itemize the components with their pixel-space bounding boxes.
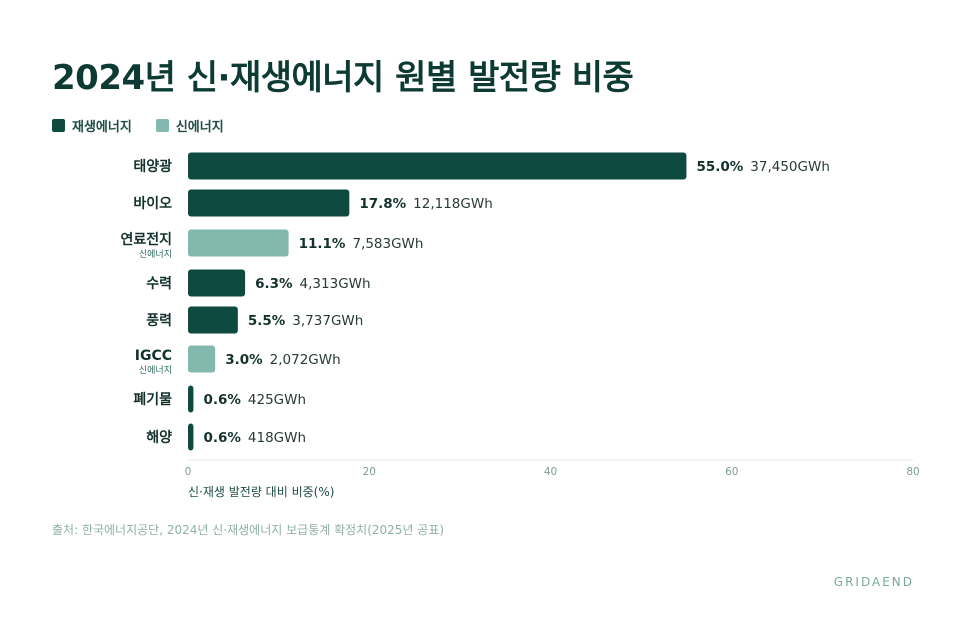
bar [188, 385, 194, 413]
legend-item-renewable: 재생에너지 [52, 116, 132, 135]
x-tick-label: 40 [544, 466, 557, 478]
category-sublabel: 신에너지 [139, 249, 172, 260]
brand-logo-text: GRIDAEND [833, 575, 914, 589]
x-axis-label: 신·재생 발전량 대비 비중(%) [188, 485, 334, 499]
category-label: IGCC [135, 348, 172, 364]
legend-swatch-new [155, 119, 169, 132]
data-label: 0.6% 418GWh [203, 430, 306, 446]
bar [188, 306, 238, 334]
category-label: 연료전지 [120, 231, 172, 248]
bar [188, 423, 194, 451]
chart-title: 2024년 신·재생에너지 원별 발전량 비중 [52, 58, 634, 98]
legend-item-new: 신에너지 [155, 116, 224, 135]
x-tick-label: 60 [725, 466, 738, 478]
bar [188, 152, 687, 180]
data-label: 5.5% 3,737GWh [248, 313, 363, 329]
bar [188, 189, 350, 217]
x-tick-label: 0 [185, 466, 192, 478]
data-label: 3.0% 2,072GWh [225, 352, 340, 368]
x-tick-label: 80 [906, 466, 919, 478]
category-label: 폐기물 [133, 392, 172, 408]
source-note: 출처: 한국에너지공단, 2024년 신·재생에너지 보급통계 확정치(2025… [52, 523, 445, 537]
category-label: 태양광 [133, 158, 172, 175]
data-label: 55.0% 37,450GWh [696, 159, 829, 175]
legend-label-new: 신에너지 [175, 120, 224, 135]
data-label: 17.8% 12,118GWh [359, 196, 492, 212]
bar [188, 345, 216, 373]
x-tick-label: 20 [363, 466, 376, 478]
category-label: 수력 [146, 276, 172, 292]
data-label: 0.6% 425GWh [203, 392, 306, 408]
bar [188, 229, 289, 257]
bar [188, 269, 246, 297]
legend: 재생에너지 신에너지 [52, 116, 224, 135]
legend-swatch-renewable [52, 119, 65, 132]
category-label: 풍력 [146, 313, 172, 329]
category-sublabel: 신에너지 [139, 365, 172, 376]
category-label: 해양 [146, 430, 172, 446]
legend-label-renewable: 재생에너지 [72, 120, 132, 135]
data-label: 6.3% 4,313GWh [255, 276, 370, 292]
data-label: 11.1% 7,583GWh [299, 236, 424, 252]
category-label: 바이오 [133, 195, 172, 212]
